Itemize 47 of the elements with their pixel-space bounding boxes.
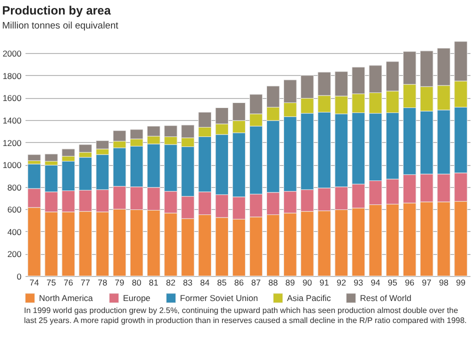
x-tick-label: 97 bbox=[422, 278, 432, 288]
y-tick-label: 600 bbox=[7, 204, 22, 215]
x-tick-label: 85 bbox=[217, 278, 227, 288]
legend-label: North America bbox=[39, 293, 94, 304]
x-tick-label: 88 bbox=[268, 278, 278, 288]
x-tick-label: 80 bbox=[132, 278, 142, 288]
legend-label: Former Soviet Union bbox=[180, 293, 258, 304]
y-tick-label: 1000 bbox=[2, 160, 22, 170]
x-tick-label: 94 bbox=[370, 278, 380, 288]
x-tick-label: 84 bbox=[200, 278, 210, 288]
x-tick-label: 91 bbox=[320, 278, 330, 288]
x-tick-label: 86 bbox=[234, 278, 244, 288]
legend-label: Europe bbox=[123, 293, 151, 304]
chart-title: Production by area bbox=[2, 4, 112, 18]
x-tick-label: 83 bbox=[183, 278, 193, 288]
y-tick-label: 0 bbox=[16, 272, 22, 282]
chart-subtitle: Million tonnes oil equivalent bbox=[2, 20, 119, 32]
legend-label: Asia Pacific bbox=[287, 293, 332, 304]
x-tick-label: 87 bbox=[251, 278, 262, 288]
x-tick-label: 81 bbox=[148, 278, 159, 288]
y-tick-label: 1200 bbox=[2, 138, 22, 148]
x-tick-label: 92 bbox=[336, 278, 346, 288]
y-tick-label: 200 bbox=[7, 249, 22, 260]
legend-label: Rest of World bbox=[360, 293, 412, 304]
y-tick-label: 800 bbox=[7, 182, 22, 192]
y-tick-label: 1600 bbox=[2, 93, 22, 104]
x-tick-label: 95 bbox=[388, 278, 398, 288]
x-tick-label: 77 bbox=[80, 278, 90, 288]
y-tick-label: 1800 bbox=[2, 70, 22, 81]
x-tick-label: 99 bbox=[456, 278, 466, 288]
bar bbox=[44, 154, 58, 162]
x-tick-label: 78 bbox=[98, 278, 108, 288]
x-tick-label: 75 bbox=[46, 278, 56, 288]
x-tick-label: 79 bbox=[114, 278, 125, 288]
x-tick-label: 93 bbox=[354, 278, 364, 288]
y-tick-label: 2000 bbox=[2, 48, 22, 59]
x-tick-label: 90 bbox=[302, 278, 312, 288]
x-tick-label: 76 bbox=[64, 278, 74, 288]
bar bbox=[28, 154, 41, 161]
x-tick-label: 82 bbox=[166, 278, 176, 288]
text: In 1999 world gas production grew by 2.5%, continuing the upward path which has seen production almost double over the last 25 years. A more rapid growth in production than in reserves caused a small decline in the R/P ratio compared with 1998. bbox=[24, 306, 468, 326]
x-tick-label: 98 bbox=[438, 278, 449, 288]
y-tick-label: 400 bbox=[7, 226, 22, 237]
y-tick-label: 1400 bbox=[2, 116, 22, 126]
x-tick-label: 74 bbox=[29, 278, 40, 288]
x-tick-label: 89 bbox=[285, 278, 296, 288]
x-tick-label: 96 bbox=[404, 278, 415, 288]
